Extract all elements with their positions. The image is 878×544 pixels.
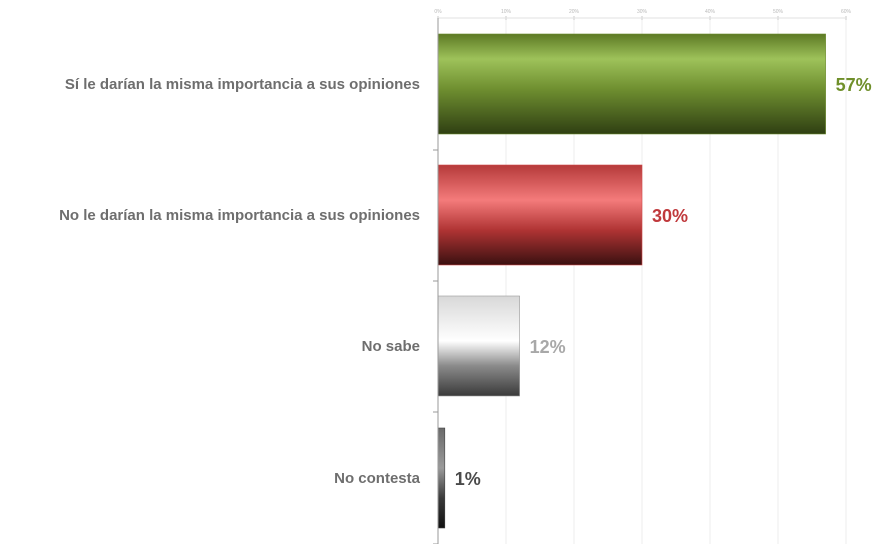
bar [437, 164, 643, 266]
category-label: Sí le darían la misma importancia a sus … [65, 76, 420, 93]
bar [437, 427, 446, 529]
category-label: No sabe [362, 338, 420, 355]
labels: Sí le darían la misma importancia a sus … [59, 75, 872, 489]
data-label: 57% [836, 75, 872, 95]
bar [437, 295, 520, 397]
data-label: 30% [652, 206, 688, 226]
data-label: 1% [455, 469, 481, 489]
category-label: No le darían la misma importancia a sus … [59, 207, 420, 224]
x-tick-label: 30% [637, 9, 648, 15]
x-tick-label: 10% [501, 9, 512, 15]
y-axis [433, 18, 439, 544]
x-tick-label: 20% [569, 9, 580, 15]
bars [437, 33, 826, 529]
category-label: No contesta [334, 470, 421, 487]
x-tick-label: 40% [705, 9, 716, 15]
bar [437, 33, 826, 135]
x-tick-label: 0% [434, 9, 442, 15]
x-tick-label: 60% [841, 9, 852, 15]
x-axis-ticks: 0% 10% 20% 30% 40% 50% 60% [434, 9, 852, 20]
x-tick-label: 50% [773, 9, 784, 15]
data-label: 12% [530, 337, 566, 357]
